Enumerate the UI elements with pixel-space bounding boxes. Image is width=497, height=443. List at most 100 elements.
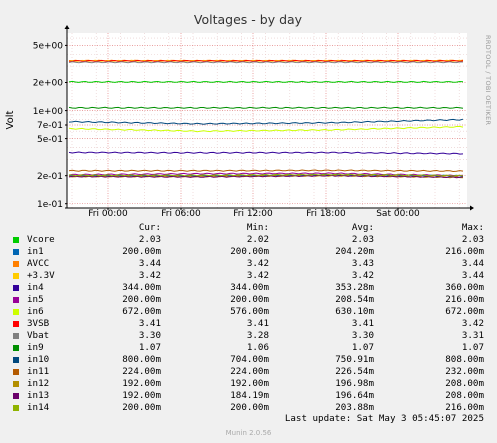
avg-value: 204.20m	[335, 246, 374, 257]
cur-value: 200.00m	[122, 246, 161, 257]
legend-swatch	[13, 261, 19, 267]
avg-value: 1.07	[351, 342, 374, 353]
legend-row: in5 200.00m 200.00m 208.54m 216.00m	[0, 294, 497, 306]
avg-value: 3.30	[351, 330, 374, 341]
max-value: 3.31	[461, 330, 484, 341]
series-line-in10	[68, 118, 464, 125]
legend-swatch	[13, 321, 19, 327]
min-value: 704.00m	[230, 354, 269, 365]
series-line-vcore	[68, 80, 464, 83]
legend-swatch	[13, 405, 19, 411]
avg-value: 196.64m	[335, 390, 374, 401]
cur-value: 800.00m	[122, 354, 161, 365]
cur-value: 192.00m	[122, 390, 161, 401]
min-value: 2.02	[246, 234, 269, 245]
min-value: 200.00m	[230, 402, 269, 413]
col-avg: Avg:	[351, 222, 374, 233]
min-value: 1.06	[246, 342, 269, 353]
legend-row: in12 192.00m 192.00m 196.98m 208.00m	[0, 378, 497, 390]
x-tick-labels: Fri 00:00 Fri 06:00 Fri 12:00 Fri 18:00 Sat …	[88, 208, 420, 219]
max-value: 232.00m	[445, 366, 484, 377]
legend-row: in4 344.00m 344.00m 353.28m 360.00m	[0, 282, 497, 294]
y-tick-label: 1e+00	[33, 107, 64, 117]
legend-swatch	[13, 249, 19, 255]
avg-value: 208.54m	[335, 294, 374, 305]
max-value: 2.03	[461, 234, 484, 245]
x-tick-label: Fri 06:00	[161, 209, 201, 219]
series-name: +3.3V	[27, 270, 55, 281]
series-name: AVCC	[27, 258, 50, 269]
series-name: in12	[27, 378, 50, 389]
cur-value: 200.00m	[122, 294, 161, 305]
series-name: in14	[27, 402, 50, 413]
legend-swatch	[13, 273, 19, 279]
series-name: in1	[27, 246, 44, 257]
avg-value: 196.98m	[335, 378, 374, 389]
chart-title: Voltages - by day	[194, 12, 303, 27]
legend-swatch	[13, 297, 19, 303]
col-cur: Cur:	[138, 222, 161, 233]
min-value: 3.41	[246, 318, 269, 329]
avg-value: 750.91m	[335, 354, 374, 365]
avg-value: 3.41	[351, 318, 374, 329]
legend-swatch	[13, 285, 19, 291]
max-value: 360.00m	[445, 282, 484, 293]
series-name: Vcore	[27, 234, 55, 245]
y-tick-label: 2e-01	[37, 172, 63, 182]
series-name: in10	[27, 354, 50, 365]
min-value: 576.00m	[230, 306, 269, 317]
x-tick-label: Sat 00:00	[376, 209, 420, 219]
legend-row: +3.3V 3.42 3.42 3.42 3.44	[0, 270, 497, 282]
y-axis-arrow	[64, 25, 70, 29]
y-tick-label: 1e-01	[37, 200, 63, 210]
series-name: in5	[27, 294, 44, 305]
series-line-in11	[68, 169, 464, 173]
cur-value: 192.00m	[122, 378, 161, 389]
series-line-in4	[68, 151, 464, 155]
series-name: in11	[27, 366, 50, 377]
munin-version: Munin 2.0.56	[225, 429, 272, 437]
avg-value: 353.28m	[335, 282, 374, 293]
y-tick-label: 7e-01	[37, 121, 63, 131]
col-min: Min:	[246, 222, 269, 233]
legend-row: Vcore 2.03 2.02 2.03 2.03	[0, 234, 497, 246]
min-value: 192.00m	[230, 378, 269, 389]
avg-value: 3.43	[351, 258, 374, 269]
max-value: 208.00m	[445, 378, 484, 389]
series-line-vbat	[68, 61, 464, 64]
series-name: Vbat	[27, 330, 50, 341]
min-value: 344.00m	[230, 282, 269, 293]
min-value: 224.00m	[230, 366, 269, 377]
x-tick-label: Fri 12:00	[233, 209, 273, 219]
legend-row: in14 200.00m 200.00m 203.88m 216.00m	[0, 402, 497, 414]
series-line-in9	[68, 106, 464, 109]
max-value: 3.44	[461, 270, 484, 281]
legend-swatch	[13, 369, 19, 375]
legend-row: in9 1.07 1.06 1.07 1.07	[0, 342, 497, 354]
series-lines	[68, 59, 464, 179]
legend-header: Cur: Min: Avg: Max:	[0, 222, 497, 234]
min-value: 3.28	[246, 330, 269, 341]
min-value: 3.42	[246, 258, 269, 269]
legend-row: Vbat 3.30 3.28 3.30 3.31	[0, 330, 497, 342]
legend-table: Cur: Min: Avg: Max: Vcore 2.03 2.02 2.03 2.0…	[0, 222, 497, 414]
max-value: 1.07	[461, 342, 484, 353]
series-name: in9	[27, 342, 44, 353]
cur-value: 224.00m	[122, 366, 161, 377]
series-line-in14	[68, 173, 464, 177]
series-name: in4	[27, 282, 44, 293]
max-value: 808.00m	[445, 354, 484, 365]
max-value: 216.00m	[445, 294, 484, 305]
min-value: 200.00m	[230, 294, 269, 305]
series-name: in13	[27, 390, 50, 401]
x-tick-label: Fri 00:00	[88, 209, 128, 219]
cur-value: 3.44	[138, 258, 161, 269]
y-tick-labels: 5e+00 2e+00 1e+00 7e-01 5e-01 2e-01 1e-01	[33, 42, 67, 210]
legend-swatch	[13, 345, 19, 351]
avg-value: 226.54m	[335, 366, 374, 377]
cur-value: 200.00m	[122, 402, 161, 413]
max-value: 3.44	[461, 258, 484, 269]
avg-value: 630.10m	[335, 306, 374, 317]
max-value: 216.00m	[445, 402, 484, 413]
